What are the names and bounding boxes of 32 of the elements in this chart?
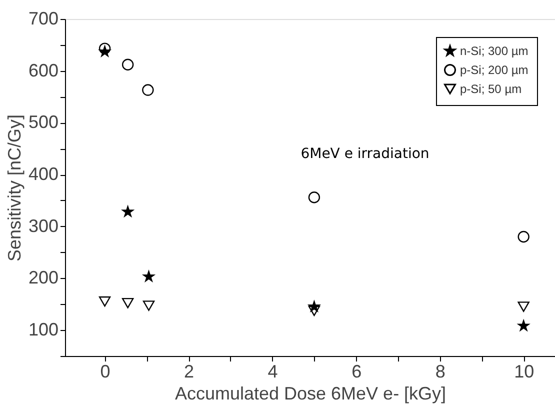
legend-label: n-Si; 300 µm: [460, 44, 528, 58]
point: [143, 270, 154, 282]
point: [142, 300, 155, 311]
point: [122, 58, 134, 70]
x-tick-label: 4: [268, 362, 278, 382]
point: [308, 306, 320, 316]
y-axis-title: Sensitivity [nC/Gy]: [4, 114, 24, 262]
point: [518, 302, 530, 312]
point: [98, 42, 111, 54]
point: [98, 296, 111, 307]
point: [518, 320, 530, 331]
y-tick-label: 700: [28, 8, 58, 28]
x-tick-label: 2: [184, 362, 194, 382]
x-tick-label: 6: [352, 362, 362, 382]
x-tick-label: 8: [435, 362, 446, 382]
legend-label: p-Si; 50 µm: [460, 82, 522, 96]
y-tick-label: 100: [28, 320, 58, 340]
point: [308, 192, 320, 204]
y-tick-label: 400: [28, 164, 58, 184]
x-tick-label: 0: [100, 362, 110, 382]
legend-label: p-Si; 200 µm: [460, 63, 528, 77]
y-tick-label: 600: [28, 60, 58, 80]
y-tick-label: 500: [28, 112, 58, 132]
x-axis-title: Accumulated Dose 6MeV e- [kGy]: [174, 384, 446, 404]
point: [518, 230, 530, 243]
x-tick-label: 10: [514, 362, 534, 382]
point: [142, 84, 154, 96]
point: [122, 206, 134, 217]
y-tick-label: 200: [28, 268, 58, 288]
annotation: 6MeV e irradiation: [300, 146, 430, 162]
point: [122, 298, 134, 308]
y-tick-label: 300: [28, 216, 58, 236]
